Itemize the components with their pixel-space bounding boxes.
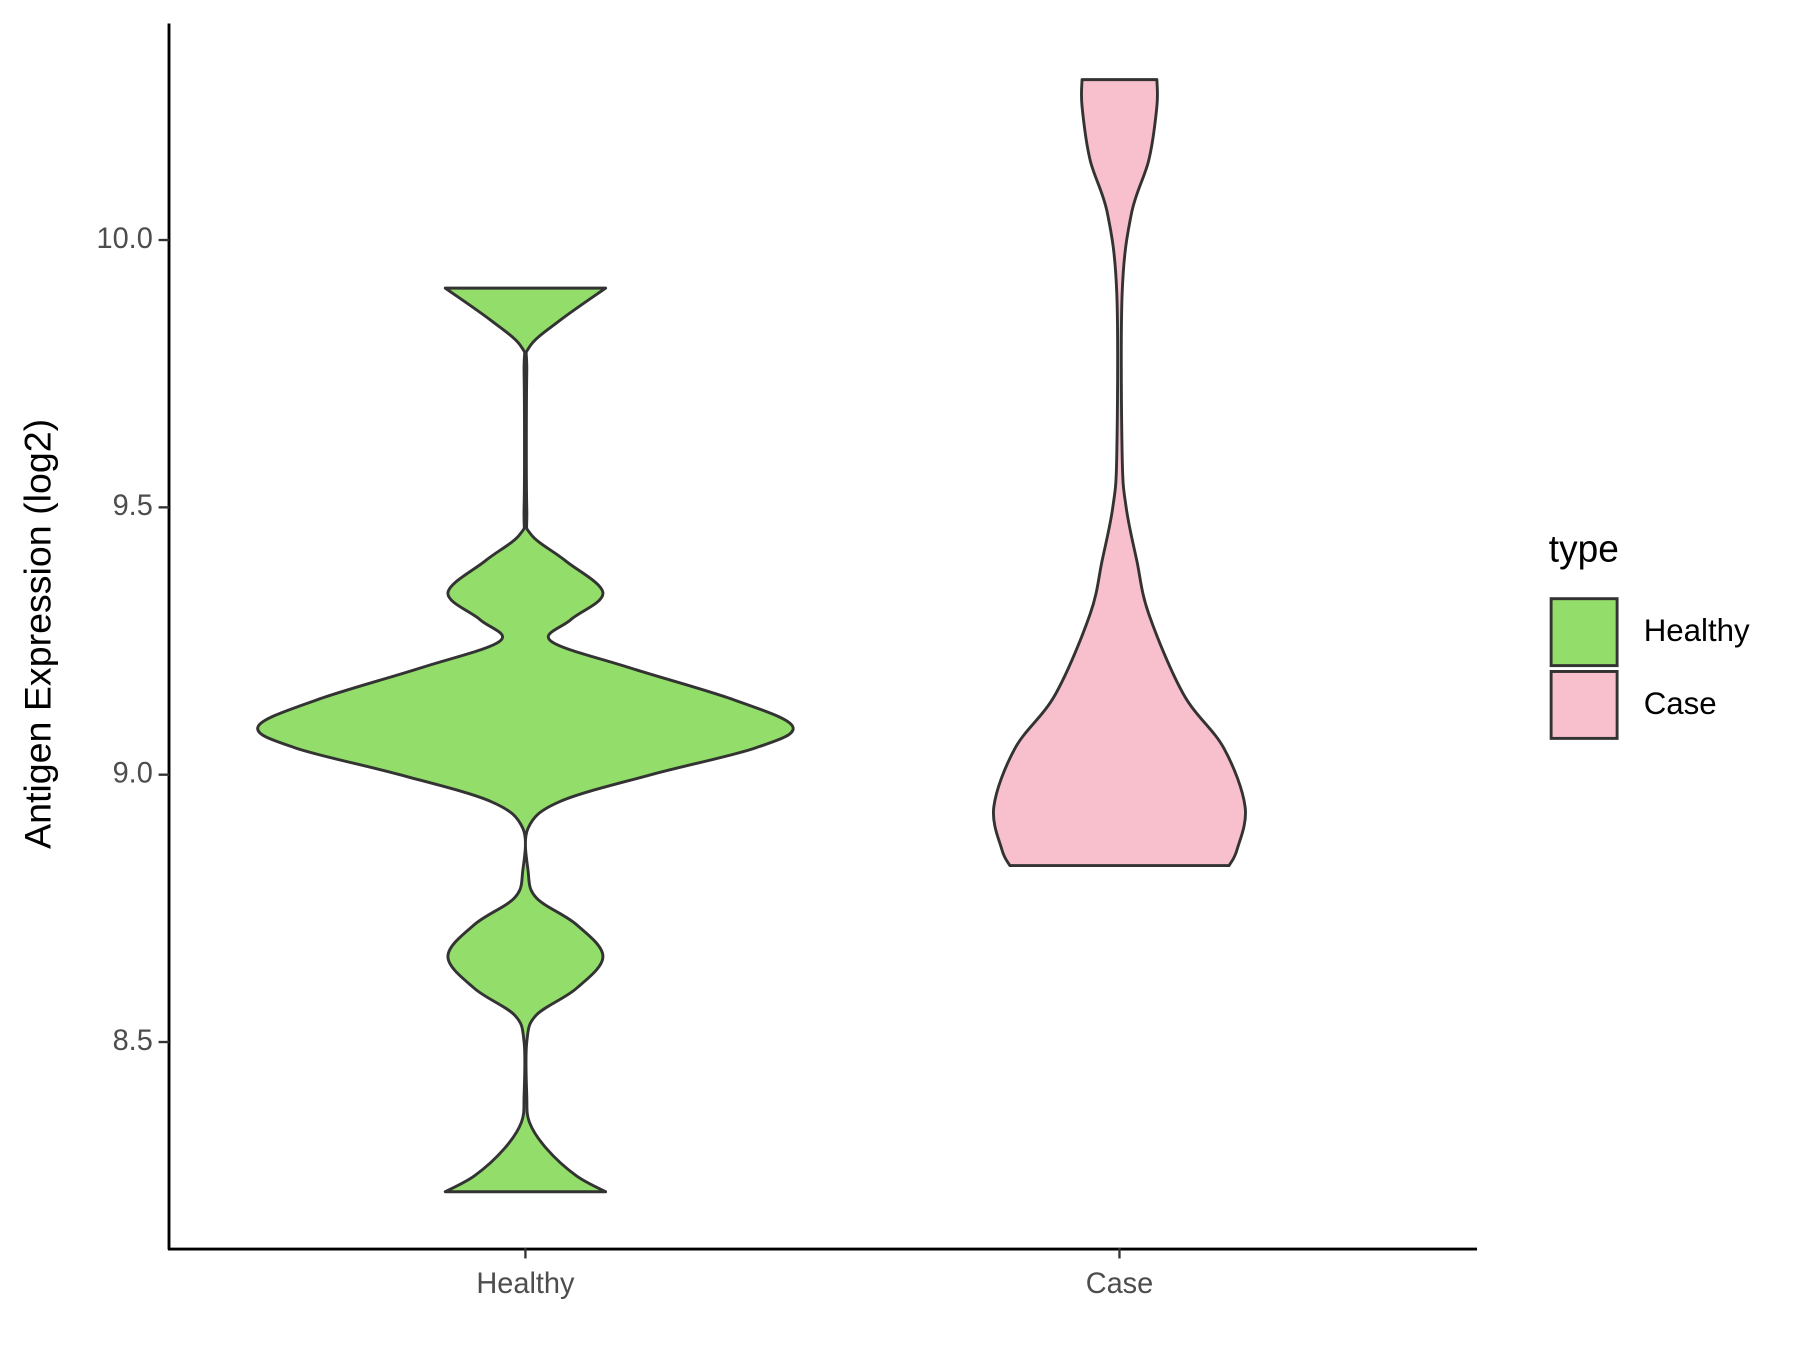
y-axis-label: Antigen Expression (log2)	[17, 419, 59, 849]
legend-key	[1549, 670, 1619, 740]
x-tick-label: Case	[1086, 1268, 1154, 1300]
legend-title: type	[1549, 527, 1619, 569]
y-tick-label: 9.0	[113, 757, 153, 789]
legend-key	[1549, 597, 1619, 668]
violin	[256, 286, 795, 1194]
y-tick-label: 9.5	[113, 490, 153, 522]
legend-label: Case	[1644, 686, 1717, 721]
legend-label: Healthy	[1644, 613, 1750, 648]
y-tick-label: 10.0	[97, 223, 153, 255]
y-tick-label: 8.5	[113, 1025, 153, 1057]
violin	[991, 78, 1247, 868]
x-tick-label: Healthy	[476, 1268, 574, 1300]
